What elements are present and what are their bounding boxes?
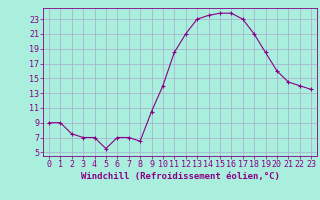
X-axis label: Windchill (Refroidissement éolien,°C): Windchill (Refroidissement éolien,°C) [81, 172, 279, 181]
